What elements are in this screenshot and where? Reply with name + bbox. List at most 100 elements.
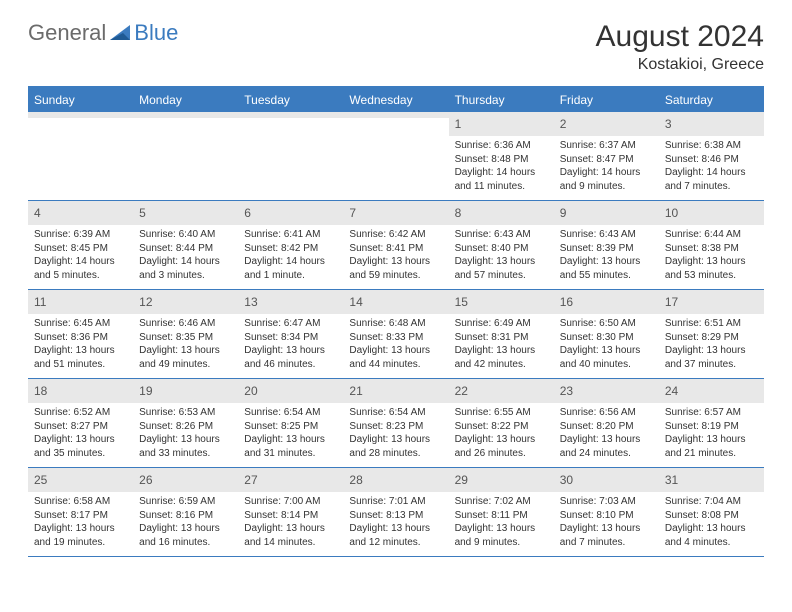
day-info-line: Sunrise: 6:43 AM bbox=[560, 228, 653, 242]
day-body: Sunrise: 6:42 AMSunset: 8:41 PMDaylight:… bbox=[343, 225, 448, 286]
day-info-line: Sunrise: 6:58 AM bbox=[34, 495, 127, 509]
day-info-line: Daylight: 13 hours and 33 minutes. bbox=[139, 433, 232, 460]
day-cell: 16Sunrise: 6:50 AMSunset: 8:30 PMDayligh… bbox=[554, 290, 659, 378]
day-info-line: Sunrise: 6:57 AM bbox=[665, 406, 758, 420]
logo: General Blue bbox=[28, 20, 178, 46]
day-body: Sunrise: 6:41 AMSunset: 8:42 PMDaylight:… bbox=[238, 225, 343, 286]
day-info-line: Daylight: 13 hours and 59 minutes. bbox=[349, 255, 442, 282]
day-body: Sunrise: 6:54 AMSunset: 8:23 PMDaylight:… bbox=[343, 403, 448, 464]
day-number: 20 bbox=[244, 384, 257, 398]
header: General Blue August 2024 Kostakioi, Gree… bbox=[28, 20, 764, 74]
day-info-line: Sunrise: 6:44 AM bbox=[665, 228, 758, 242]
day-body: Sunrise: 6:50 AMSunset: 8:30 PMDaylight:… bbox=[554, 314, 659, 375]
month-title: August 2024 bbox=[596, 20, 764, 54]
day-info-line: Sunset: 8:10 PM bbox=[560, 509, 653, 523]
daynum-row: 5 bbox=[133, 201, 238, 225]
day-info-line: Sunset: 8:30 PM bbox=[560, 331, 653, 345]
day-number: 2 bbox=[560, 117, 567, 131]
day-number: 5 bbox=[139, 206, 146, 220]
daynum-row: 29 bbox=[449, 468, 554, 492]
day-number: 15 bbox=[455, 295, 468, 309]
day-header: Friday bbox=[554, 88, 659, 112]
day-number: 31 bbox=[665, 473, 678, 487]
day-body bbox=[343, 118, 448, 125]
day-number: 29 bbox=[455, 473, 468, 487]
day-body: Sunrise: 6:36 AMSunset: 8:48 PMDaylight:… bbox=[449, 136, 554, 197]
day-info-line: Sunset: 8:46 PM bbox=[665, 153, 758, 167]
day-info-line: Sunrise: 6:39 AM bbox=[34, 228, 127, 242]
day-number: 18 bbox=[34, 384, 47, 398]
day-cell: 11Sunrise: 6:45 AMSunset: 8:36 PMDayligh… bbox=[28, 290, 133, 378]
day-body: Sunrise: 6:40 AMSunset: 8:44 PMDaylight:… bbox=[133, 225, 238, 286]
day-body: Sunrise: 6:43 AMSunset: 8:40 PMDaylight:… bbox=[449, 225, 554, 286]
day-info-line: Sunset: 8:16 PM bbox=[139, 509, 232, 523]
logo-text-blue: Blue bbox=[134, 20, 178, 46]
day-number: 24 bbox=[665, 384, 678, 398]
day-body: Sunrise: 6:39 AMSunset: 8:45 PMDaylight:… bbox=[28, 225, 133, 286]
day-info-line: Daylight: 14 hours and 11 minutes. bbox=[455, 166, 548, 193]
week-row: 18Sunrise: 6:52 AMSunset: 8:27 PMDayligh… bbox=[28, 379, 764, 468]
day-info-line: Sunset: 8:29 PM bbox=[665, 331, 758, 345]
day-number: 7 bbox=[349, 206, 356, 220]
day-cell: 23Sunrise: 6:56 AMSunset: 8:20 PMDayligh… bbox=[554, 379, 659, 467]
day-info-line: Sunset: 8:40 PM bbox=[455, 242, 548, 256]
daynum-row: 2 bbox=[554, 112, 659, 136]
day-number: 9 bbox=[560, 206, 567, 220]
daynum-row: 21 bbox=[343, 379, 448, 403]
calendar-page: General Blue August 2024 Kostakioi, Gree… bbox=[0, 0, 792, 577]
day-info-line: Daylight: 13 hours and 49 minutes. bbox=[139, 344, 232, 371]
daynum-row: 14 bbox=[343, 290, 448, 314]
day-cell: 22Sunrise: 6:55 AMSunset: 8:22 PMDayligh… bbox=[449, 379, 554, 467]
day-cell: 8Sunrise: 6:43 AMSunset: 8:40 PMDaylight… bbox=[449, 201, 554, 289]
daynum-row: 7 bbox=[343, 201, 448, 225]
day-number: 6 bbox=[244, 206, 251, 220]
day-body: Sunrise: 6:48 AMSunset: 8:33 PMDaylight:… bbox=[343, 314, 448, 375]
daynum-row: 30 bbox=[554, 468, 659, 492]
day-cell: 15 Sunrise: 6:49 AMSunset: 8:31 PMDayligh… bbox=[449, 290, 554, 378]
day-info-line: Daylight: 13 hours and 28 minutes. bbox=[349, 433, 442, 460]
day-info-line: Daylight: 13 hours and 21 minutes. bbox=[665, 433, 758, 460]
day-number: 28 bbox=[349, 473, 362, 487]
day-number: 19 bbox=[139, 384, 152, 398]
day-cell bbox=[343, 112, 448, 200]
daynum-row: 26 bbox=[133, 468, 238, 492]
day-body: Sunrise: 6:57 AMSunset: 8:19 PMDaylight:… bbox=[659, 403, 764, 464]
day-cell: 29Sunrise: 7:02 AMSunset: 8:11 PMDayligh… bbox=[449, 468, 554, 556]
day-info-line: Daylight: 13 hours and 16 minutes. bbox=[139, 522, 232, 549]
day-info-line: Sunset: 8:19 PM bbox=[665, 420, 758, 434]
day-cell: 24 Sunrise: 6:57 AMSunset: 8:19 PMDayligh… bbox=[659, 379, 764, 467]
day-body: Sunrise: 6:38 AMSunset: 8:46 PMDaylight:… bbox=[659, 136, 764, 197]
day-info-line: Sunrise: 6:54 AM bbox=[349, 406, 442, 420]
day-info-line: Sunset: 8:14 PM bbox=[244, 509, 337, 523]
day-body bbox=[28, 118, 133, 125]
daynum-row: 27 bbox=[238, 468, 343, 492]
day-info-line: Sunset: 8:20 PM bbox=[560, 420, 653, 434]
day-info-line: Daylight: 13 hours and 19 minutes. bbox=[34, 522, 127, 549]
day-info-line: Sunrise: 6:50 AM bbox=[560, 317, 653, 331]
day-cell bbox=[238, 112, 343, 200]
day-body: Sunrise: 6:43 AMSunset: 8:39 PMDaylight:… bbox=[554, 225, 659, 286]
day-cell: 30Sunrise: 7:03 AMSunset: 8:10 PMDayligh… bbox=[554, 468, 659, 556]
day-body: Sunrise: 6:49 AMSunset: 8:31 PMDaylight:… bbox=[449, 314, 554, 375]
day-number: 12 bbox=[139, 295, 152, 309]
day-info-line: Daylight: 14 hours and 5 minutes. bbox=[34, 255, 127, 282]
week-row: 11Sunrise: 6:45 AMSunset: 8:36 PMDayligh… bbox=[28, 290, 764, 379]
day-info-line: Sunrise: 6:48 AM bbox=[349, 317, 442, 331]
day-info-line: Sunrise: 6:55 AM bbox=[455, 406, 548, 420]
day-info-line: Daylight: 13 hours and 44 minutes. bbox=[349, 344, 442, 371]
day-cell: 5 Sunrise: 6:40 AMSunset: 8:44 PMDaylight… bbox=[133, 201, 238, 289]
day-info-line: Daylight: 14 hours and 3 minutes. bbox=[139, 255, 232, 282]
day-info-line: Sunset: 8:48 PM bbox=[455, 153, 548, 167]
day-info-line: Daylight: 14 hours and 1 minute. bbox=[244, 255, 337, 282]
day-body: Sunrise: 7:04 AMSunset: 8:08 PMDaylight:… bbox=[659, 492, 764, 553]
daynum-row: 12 bbox=[133, 290, 238, 314]
day-info-line: Daylight: 13 hours and 4 minutes. bbox=[665, 522, 758, 549]
day-cell: 4Sunrise: 6:39 AMSunset: 8:45 PMDaylight… bbox=[28, 201, 133, 289]
day-info-line: Sunrise: 7:04 AM bbox=[665, 495, 758, 509]
day-info-line: Daylight: 13 hours and 53 minutes. bbox=[665, 255, 758, 282]
title-block: August 2024 Kostakioi, Greece bbox=[596, 20, 764, 74]
day-info-line: Sunset: 8:38 PM bbox=[665, 242, 758, 256]
day-body: Sunrise: 6:55 AMSunset: 8:22 PMDaylight:… bbox=[449, 403, 554, 464]
day-body: Sunrise: 6:37 AMSunset: 8:47 PMDaylight:… bbox=[554, 136, 659, 197]
day-info-line: Sunset: 8:42 PM bbox=[244, 242, 337, 256]
